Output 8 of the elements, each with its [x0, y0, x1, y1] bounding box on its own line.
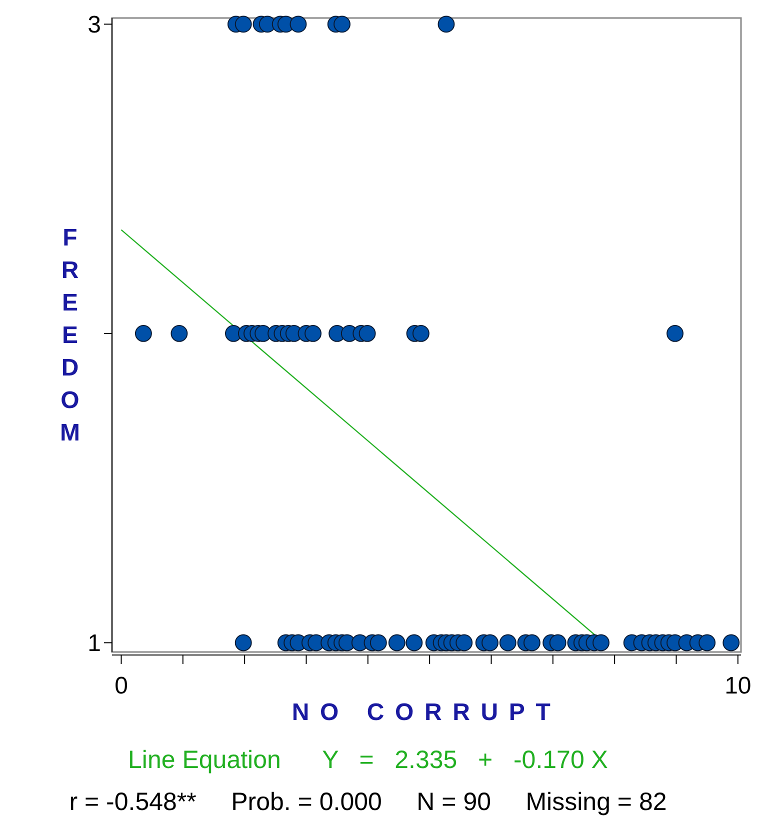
text: Line Equation Y = 2.335 + -0.170 X: [128, 746, 608, 774]
x-tick-label: 0: [114, 672, 128, 700]
y-tick-label: 3: [88, 12, 101, 39]
y-axis-title: FREEDOM: [60, 224, 80, 446]
x-axis-title: NO CORRUPT: [292, 699, 562, 726]
text: r = -0.548** Prob. = 0.000 N = 90 Missing = 82: [69, 788, 667, 816]
x-tick-label: 10: [724, 672, 752, 700]
y-tick-label: 1: [88, 630, 101, 658]
